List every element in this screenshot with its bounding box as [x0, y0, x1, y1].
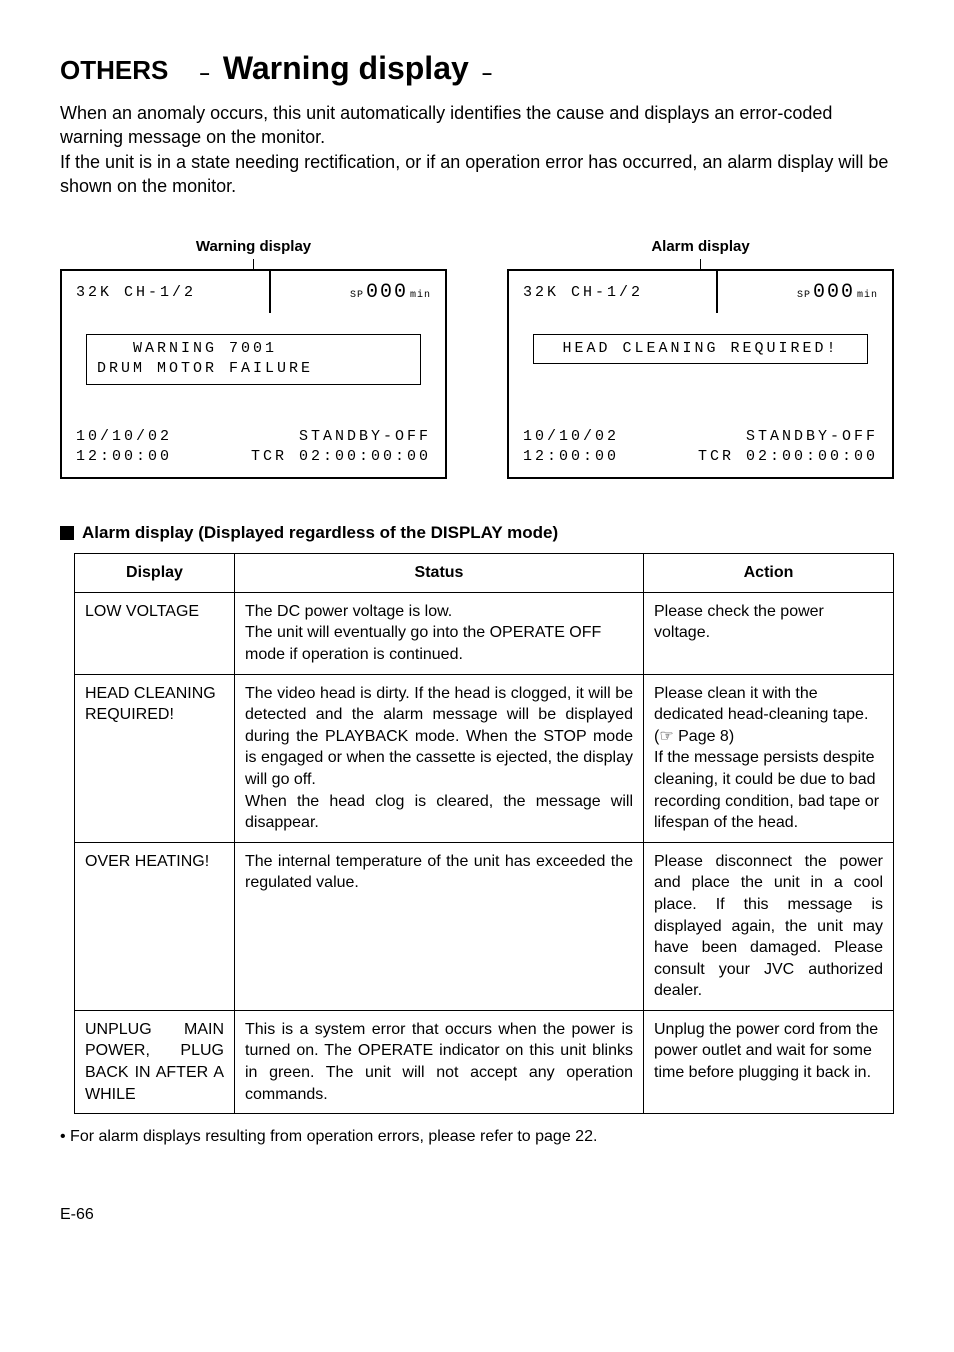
table-row: OVER HEATING! The internal temperature o… [75, 842, 894, 1010]
cell-action: Please check the power voltage. [644, 592, 894, 674]
alarm-box-l1: HEAD CLEANING REQUIRED! [544, 339, 857, 359]
cell-display: OVER HEATING! [75, 842, 235, 1010]
warning-midbox: WARNING 7001 DRUM MOTOR FAILURE [86, 334, 421, 385]
alarm-row1-left: 32K CH-1/2 [523, 284, 643, 301]
alarm-bottom: 10/10/02 12:00:00 STANDBY-OFF TCR 02:00:… [523, 427, 878, 468]
heading-title: Warning display [223, 50, 469, 86]
warning-row1: 32K CH-1/2 SP 000 min [76, 281, 431, 304]
warning-bl: 10/10/02 12:00:00 [76, 427, 172, 468]
warning-lcd: 32K CH-1/2 SP 000 min WARNING 7001 DRUM … [60, 269, 447, 479]
alarm-br2: TCR 02:00:00:00 [698, 447, 878, 467]
alarm-br1: STANDBY-OFF [698, 427, 878, 447]
warning-br1: STANDBY-OFF [251, 427, 431, 447]
alarm-bl2: 12:00:00 [523, 447, 619, 467]
warning-bl1: 10/10/02 [76, 427, 172, 447]
alarm-sp-prefix: SP [797, 290, 811, 301]
cell-status: The DC power voltage is low. The unit wi… [235, 592, 644, 674]
cell-display: HEAD CLEANING REQUIRED! [75, 674, 235, 842]
th-action: Action [644, 554, 894, 593]
warning-vbar [269, 271, 271, 313]
th-display: Display [75, 554, 235, 593]
intro-text: When an anomaly occurs, this unit automa… [60, 101, 894, 198]
cell-status: The video head is dirty. If the head is … [235, 674, 644, 842]
warning-box-l1: WARNING 7001 [97, 339, 410, 359]
alarm-row1: 32K CH-1/2 SP 000 min [523, 281, 878, 304]
section-title: Alarm display (Displayed regardless of t… [82, 523, 558, 543]
warning-display-block: Warning display 32K CH-1/2 SP 000 min WA… [60, 238, 447, 479]
table-header-row: Display Status Action [75, 554, 894, 593]
square-bullet-icon [60, 526, 74, 540]
alarm-bl: 10/10/02 12:00:00 [523, 427, 619, 468]
th-status: Status [235, 554, 644, 593]
warning-tick [253, 259, 254, 269]
intro-p1: When an anomaly occurs, this unit automa… [60, 101, 894, 150]
heading-others: OTHERS [60, 55, 168, 85]
warning-000: 000 [366, 281, 408, 304]
alarm-lcd: 32K CH-1/2 SP 000 min HEAD CLEANING REQU… [507, 269, 894, 479]
heading-dash: – [200, 63, 210, 83]
cell-display: LOW VOLTAGE [75, 592, 235, 674]
section-head: Alarm display (Displayed regardless of t… [60, 523, 894, 543]
alarm-bl1: 10/10/02 [523, 427, 619, 447]
footnote: • For alarm displays resulting from oper… [60, 1128, 894, 1146]
table-row: HEAD CLEANING REQUIRED! The video head i… [75, 674, 894, 842]
displays-row: Warning display 32K CH-1/2 SP 000 min WA… [60, 238, 894, 479]
alarm-row1-right: SP 000 min [797, 281, 878, 304]
warning-bl2: 12:00:00 [76, 447, 172, 467]
page-number: E-66 [60, 1206, 894, 1224]
warning-row1-left: 32K CH-1/2 [76, 284, 196, 301]
alarm-display-label: Alarm display [507, 238, 894, 255]
warning-row1-right: SP 000 min [350, 281, 431, 304]
alarm-000: 000 [813, 281, 855, 304]
alarm-vbar [716, 271, 718, 313]
warning-box-l2: DRUM MOTOR FAILURE [97, 359, 410, 379]
warning-bottom: 10/10/02 12:00:00 STANDBY-OFF TCR 02:00:… [76, 427, 431, 468]
warning-sp-prefix: SP [350, 290, 364, 301]
warning-min: min [410, 290, 431, 301]
intro-p2: If the unit is in a state needing rectif… [60, 150, 894, 199]
table-row: UNPLUG MAIN POWER, PLUG BACK IN AFTER A … [75, 1010, 894, 1113]
cell-action: Please clean it with the dedicated head-… [644, 674, 894, 842]
table-row: LOW VOLTAGE The DC power voltage is low.… [75, 592, 894, 674]
alarm-table: Display Status Action LOW VOLTAGE The DC… [74, 553, 894, 1114]
cell-action: Unplug the power cord from the power out… [644, 1010, 894, 1113]
heading-dash2: – [482, 63, 492, 83]
alarm-min: min [857, 290, 878, 301]
alarm-display-block: Alarm display 32K CH-1/2 SP 000 min HEAD… [507, 238, 894, 479]
cell-status: The internal temperature of the unit has… [235, 842, 644, 1010]
page-heading: OTHERS – Warning display – [60, 50, 894, 87]
alarm-br: STANDBY-OFF TCR 02:00:00:00 [698, 427, 878, 468]
alarm-tick [700, 259, 701, 269]
cell-status: This is a system error that occurs when … [235, 1010, 644, 1113]
cell-action: Please disconnect the power and place th… [644, 842, 894, 1010]
warning-br: STANDBY-OFF TCR 02:00:00:00 [251, 427, 431, 468]
alarm-midbox: HEAD CLEANING REQUIRED! [533, 334, 868, 364]
warning-display-label: Warning display [60, 238, 447, 255]
warning-br2: TCR 02:00:00:00 [251, 447, 431, 467]
cell-display: UNPLUG MAIN POWER, PLUG BACK IN AFTER A … [75, 1010, 235, 1113]
